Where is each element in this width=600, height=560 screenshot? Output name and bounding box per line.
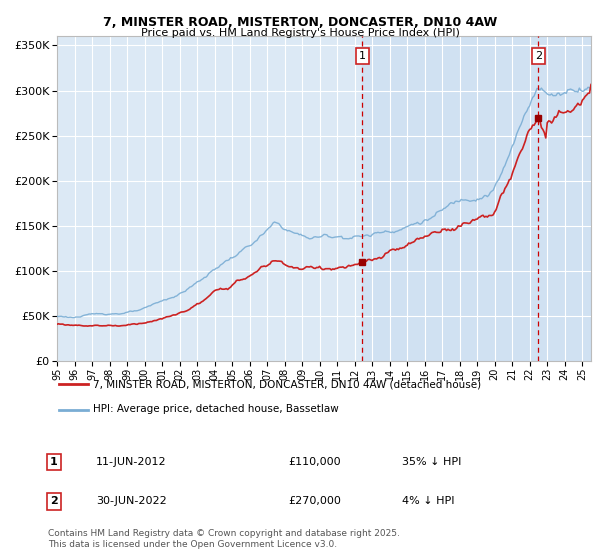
Text: Price paid vs. HM Land Registry's House Price Index (HPI): Price paid vs. HM Land Registry's House …: [140, 28, 460, 38]
Text: 4% ↓ HPI: 4% ↓ HPI: [402, 496, 455, 506]
Text: £110,000: £110,000: [288, 457, 341, 467]
Text: 2: 2: [50, 496, 58, 506]
Text: 11-JUN-2012: 11-JUN-2012: [96, 457, 167, 467]
Text: 1: 1: [50, 457, 58, 467]
Text: £270,000: £270,000: [288, 496, 341, 506]
Text: 35% ↓ HPI: 35% ↓ HPI: [402, 457, 461, 467]
Text: HPI: Average price, detached house, Bassetlaw: HPI: Average price, detached house, Bass…: [93, 404, 338, 414]
Text: Contains HM Land Registry data © Crown copyright and database right 2025.
This d: Contains HM Land Registry data © Crown c…: [48, 529, 400, 549]
Bar: [362, 36, 591, 361]
Text: 1: 1: [359, 51, 366, 61]
Text: 7, MINSTER ROAD, MISTERTON, DONCASTER, DN10 4AW: 7, MINSTER ROAD, MISTERTON, DONCASTER, D…: [103, 16, 497, 29]
Text: 7, MINSTER ROAD, MISTERTON, DONCASTER, DN10 4AW (detached house): 7, MINSTER ROAD, MISTERTON, DONCASTER, D…: [93, 380, 481, 390]
Text: 30-JUN-2022: 30-JUN-2022: [96, 496, 167, 506]
Text: 2: 2: [535, 51, 542, 61]
